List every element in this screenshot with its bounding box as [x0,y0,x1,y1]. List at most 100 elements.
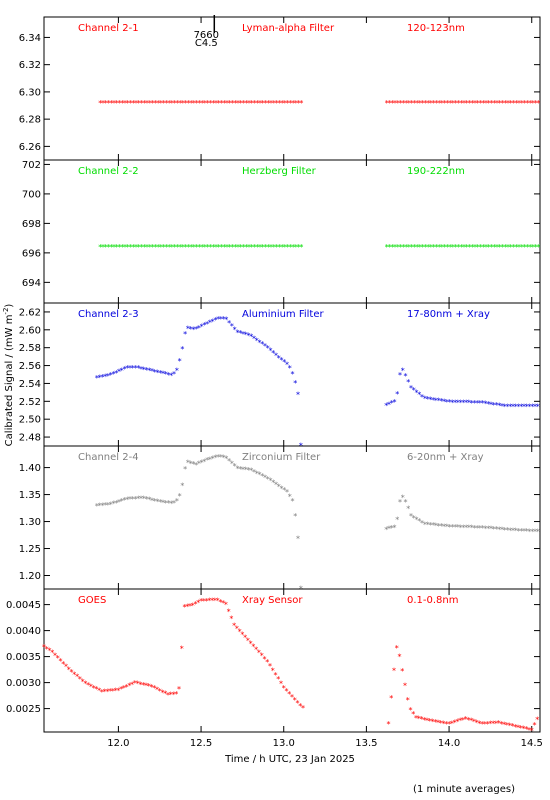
panel-label-band: 0.1-0.8nm [407,595,459,606]
data-point: * [417,715,421,724]
data-point: * [255,243,259,252]
data-point: * [494,525,498,534]
data-point: * [106,501,110,510]
panel-label-band: 190-222nm [407,166,465,177]
data-point: * [147,496,151,505]
x-tick-label: 12.5 [190,738,212,749]
data-point: * [495,243,499,252]
data-point: * [203,243,207,252]
data-point: * [445,398,449,407]
data-point: * [180,481,184,490]
data-point: * [412,99,416,108]
data-point: * [114,499,118,508]
data-point: * [211,317,215,326]
data-point: * [238,465,242,474]
panel-label-channel: Channel 2-1 [78,23,139,34]
data-point: * [217,243,221,252]
data-point: * [172,499,176,508]
data-point: * [455,718,459,727]
data-point: * [128,495,132,504]
data-point: * [426,395,430,404]
data-point: * [436,718,440,727]
data-point: * [401,493,405,502]
data-point: * [286,243,290,252]
data-point: * [184,243,188,252]
data-point: * [404,372,408,381]
data-point: * [195,99,199,108]
data-point: * [86,681,90,690]
data-point: * [181,243,185,252]
data-point: * [129,243,133,252]
data-point: * [133,364,137,373]
data-point: * [443,243,447,252]
data-point: * [517,243,521,252]
data-point: * [288,243,292,252]
y-tick-label: 694 [22,278,41,289]
data-point: * [505,403,509,412]
data-point: * [502,720,506,729]
data-point: * [514,243,518,252]
data-point: * [514,99,518,108]
data-point: * [253,243,257,252]
data-point: * [528,243,532,252]
data-point: * [503,99,507,108]
data-point: * [265,658,269,667]
data-point: * [520,99,524,108]
data-point: * [140,243,144,252]
data-point: * [153,243,157,252]
data-point: * [155,686,159,695]
data-point: * [153,99,157,108]
data-point: * [109,243,113,252]
data-point: * [115,243,119,252]
data-point: * [140,99,144,108]
data-point: * [207,597,211,606]
data-point: * [277,354,281,363]
data-point: * [250,243,254,252]
data-point: * [397,653,401,662]
data-point: * [239,243,243,252]
data-point: * [456,99,460,108]
data-point: * [186,99,190,108]
data-point: * [469,717,473,726]
data-point: * [461,399,465,408]
data-point: * [385,99,389,108]
panel-frame [43,588,541,733]
data-point: * [510,722,514,731]
y-axis-label-end: ) [4,304,15,308]
data-point: * [101,99,105,108]
data-point: * [296,699,300,708]
data-point: * [131,495,135,504]
panel-label-filter: Lyman-alpha Filter [242,23,335,34]
data-point: * [519,403,523,412]
data-point: * [191,602,195,611]
data-point: * [462,243,466,252]
data-point: * [291,99,295,108]
data-point: * [459,399,463,408]
data-point: * [277,482,281,491]
data-point: * [185,603,189,612]
data-point: * [459,523,463,532]
panels: 6.26 6.28 6.30 6.32 6.34 Channel 2-1 Lyman-alp… [6,15,543,749]
data-point: * [150,496,154,505]
data-point: * [151,99,155,108]
data-point: * [280,356,284,365]
data-point: * [279,679,283,688]
data-point: * [384,526,388,535]
data-point: * [475,524,479,533]
data-point: * [505,526,509,535]
data-point: * [461,716,465,725]
data-point: * [120,366,124,375]
data-point: * [164,99,168,108]
panel-label-channel: Channel 2-2 [78,166,139,177]
data-point: * [506,99,510,108]
data-point: * [167,99,171,108]
data-point: * [516,723,520,732]
data-point: * [106,99,110,108]
data-point: * [275,99,279,108]
data-point: * [282,358,286,367]
data-point: * [533,528,537,537]
data-point: * [72,670,76,679]
data-point: * [456,523,460,532]
data-point: * [257,338,261,347]
x-tick-label: 13.0 [273,738,295,749]
